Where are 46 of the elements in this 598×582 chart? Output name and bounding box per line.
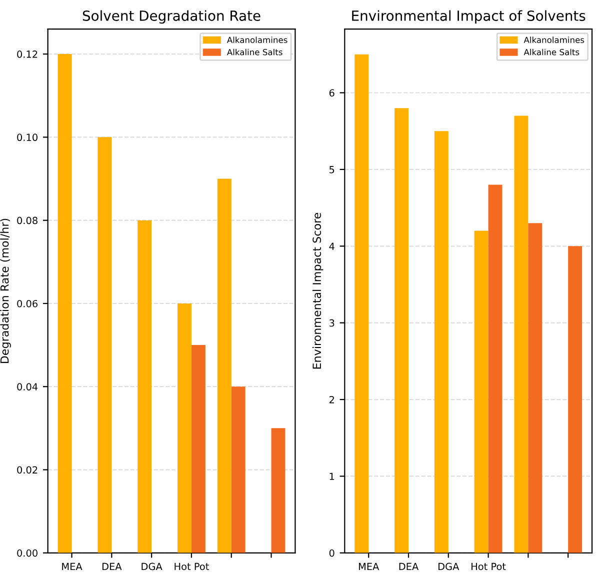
x-tick-label: Hot Pot	[472, 562, 506, 570]
y-tick-label: 5	[330, 166, 334, 174]
bar	[488, 184, 502, 553]
y-tick-label: 0.06	[17, 300, 38, 308]
x-tick-label: DGA	[142, 562, 162, 570]
y-axis-title: Degradation Rate (mol/hr)	[0, 218, 11, 364]
y-tick-label: 2	[329, 396, 334, 404]
y-tick-label: 0	[329, 549, 334, 557]
bar	[178, 303, 192, 553]
x-tick-label: MEA	[358, 562, 380, 570]
bar	[217, 178, 232, 553]
y-tick-label: 0.00	[17, 549, 38, 557]
x-tick-label: DGA	[438, 562, 460, 570]
y-tick-label: 0.10	[17, 134, 38, 142]
bar	[474, 230, 488, 553]
y-tick-label: 4	[329, 242, 334, 250]
legend-label: Alkaline Salts	[524, 48, 580, 56]
bar	[354, 54, 369, 553]
bar	[191, 345, 206, 553]
bar	[271, 428, 286, 553]
bar	[98, 137, 112, 553]
bar	[231, 386, 246, 553]
y-tick-label: 1	[330, 472, 334, 480]
y-tick-label: 6	[329, 89, 334, 97]
y-axis-title: Environmental Impact Score	[312, 212, 324, 369]
x-tick-label: MEA	[62, 562, 82, 570]
y-tick-label: 3	[330, 319, 334, 327]
chart-title: Solvent Degradation Rate	[82, 10, 260, 24]
legend-label: Alkaline Salts	[226, 48, 282, 56]
x-tick-label: DEA	[102, 562, 122, 570]
y-tick-label: 0.02	[17, 466, 38, 474]
legend-label: Alkanolamines	[226, 36, 288, 44]
bar	[568, 246, 582, 553]
y-tick-label: 0.04	[17, 383, 38, 390]
bar	[58, 54, 72, 553]
y-tick-label: 0.12	[17, 50, 38, 58]
bar	[528, 223, 542, 553]
bar	[514, 116, 528, 553]
x-tick-label: DEA	[399, 562, 419, 570]
bar	[138, 220, 152, 553]
bar	[434, 131, 448, 553]
x-tick-label: Hot Pot	[174, 562, 209, 570]
chart-title: Environmental Impact of Solvents	[352, 10, 586, 24]
y-tick-label: 0.08	[17, 216, 38, 224]
bar	[394, 108, 408, 553]
legend-label: Alkanolamines	[524, 36, 584, 44]
